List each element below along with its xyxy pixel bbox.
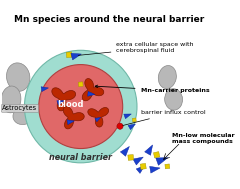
Polygon shape <box>52 88 76 111</box>
Polygon shape <box>128 124 136 130</box>
Circle shape <box>24 50 137 163</box>
Polygon shape <box>71 53 81 60</box>
Polygon shape <box>133 157 143 165</box>
Polygon shape <box>150 166 160 173</box>
Polygon shape <box>156 158 168 165</box>
Polygon shape <box>82 79 104 101</box>
Polygon shape <box>128 155 134 160</box>
Polygon shape <box>57 101 64 105</box>
Polygon shape <box>124 114 131 119</box>
Polygon shape <box>145 145 153 155</box>
Polygon shape <box>153 152 160 158</box>
Text: barrier influx control: barrier influx control <box>123 110 205 125</box>
Text: extra cellular space with
cerebrospinal fluid: extra cellular space with cerebrospinal … <box>78 42 194 55</box>
Text: Mn-low molecular
mass compounds: Mn-low molecular mass compounds <box>172 133 234 144</box>
Text: Astrocytes: Astrocytes <box>2 105 37 111</box>
Polygon shape <box>132 118 136 122</box>
Circle shape <box>117 123 123 129</box>
Polygon shape <box>120 146 129 156</box>
Polygon shape <box>78 82 83 87</box>
Ellipse shape <box>13 106 34 125</box>
Polygon shape <box>88 108 109 127</box>
Polygon shape <box>67 120 74 125</box>
Polygon shape <box>63 106 84 129</box>
Polygon shape <box>88 91 95 96</box>
Polygon shape <box>95 117 101 122</box>
Ellipse shape <box>1 86 21 113</box>
Ellipse shape <box>158 66 176 89</box>
Ellipse shape <box>165 89 183 110</box>
Polygon shape <box>66 52 72 58</box>
Circle shape <box>39 65 123 149</box>
Polygon shape <box>41 87 48 92</box>
Polygon shape <box>136 166 145 173</box>
Text: neural barrier: neural barrier <box>49 153 112 162</box>
Ellipse shape <box>6 63 30 91</box>
Polygon shape <box>165 164 170 169</box>
Polygon shape <box>140 163 146 169</box>
Text: Mn-carrier proteins: Mn-carrier proteins <box>95 85 209 93</box>
Text: blood: blood <box>57 100 83 109</box>
Text: Mn species around the neural barrier: Mn species around the neural barrier <box>14 15 204 24</box>
